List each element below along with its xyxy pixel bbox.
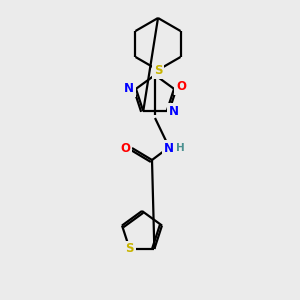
Text: S: S [154,64,162,77]
Text: N: N [124,82,134,95]
Text: N: N [169,105,179,118]
Text: O: O [176,80,186,93]
Text: S: S [125,242,134,256]
Text: H: H [176,143,184,153]
Text: N: N [164,142,174,154]
Text: O: O [120,142,130,154]
